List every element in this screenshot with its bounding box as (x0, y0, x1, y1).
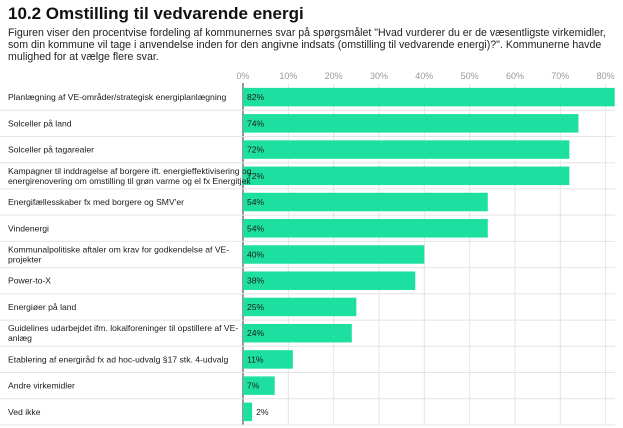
tick-label: 60% (506, 71, 524, 81)
category-label: Energifællesskaber fx med borgere og SMV… (8, 197, 184, 207)
category-label: Etablering af energiråd fx ad hoc-udvalg… (8, 354, 228, 364)
tick-label: 40% (415, 71, 433, 81)
category-label: anlæg (8, 333, 32, 343)
bar (243, 323, 352, 343)
category-label: Guidelines udarbejdet ifm. lokalforening… (8, 323, 238, 333)
tick-label: 70% (551, 71, 569, 81)
category-label: Vindenergi (8, 223, 49, 233)
bar (243, 166, 570, 186)
value-label: 25% (247, 302, 265, 312)
category-label: projekter (8, 254, 42, 264)
bar (243, 271, 416, 290)
tick-label: 50% (461, 71, 479, 81)
value-label: 38% (247, 276, 265, 286)
category-label: Andre virkemidler (8, 381, 75, 391)
tick-label: 30% (370, 71, 388, 81)
bar (243, 350, 293, 369)
bar (243, 87, 615, 107)
bar (243, 192, 488, 212)
category-label: Energiøer på land (8, 302, 77, 312)
category-label: Planlægning af VE-områder/strategisk ene… (8, 92, 227, 102)
chart-subtitle: Figuren viser den procentvise fordeling … (8, 27, 606, 63)
bars (243, 87, 615, 422)
bar (243, 114, 579, 133)
x-axis-ticks: 0% 10% 20% 30% 40% 50% 60% 70% 80% (236, 71, 614, 81)
category-label: Kampagner til inddragelse af borgere ift… (8, 166, 252, 176)
bar (243, 297, 357, 317)
value-label: 74% (247, 118, 265, 128)
category-rows (0, 109, 615, 426)
tick-label: 20% (325, 71, 343, 81)
value-label: 72% (247, 145, 265, 155)
page-title: 10.2 Omstilling til vedvarende energi (8, 4, 304, 23)
value-label: 54% (247, 197, 265, 207)
category-label: Solceller på tagarealer (8, 145, 94, 155)
bar (243, 402, 253, 422)
category-label: Solceller på land (8, 118, 72, 128)
tick-label: 0% (236, 71, 249, 81)
tick-label: 80% (597, 71, 615, 81)
value-label: 54% (247, 223, 265, 233)
tick-label: 10% (279, 71, 297, 81)
category-label: energirenovering om omstilling til grøn … (8, 176, 251, 186)
labels: 82% Planlægning af VE-områder/strategisk … (8, 92, 269, 417)
category-label: Power-to-X (8, 276, 51, 286)
value-label: 7% (247, 381, 260, 391)
category-label: Ved ikke (8, 407, 41, 417)
bar (243, 376, 275, 395)
bar (243, 140, 570, 159)
value-label: 2% (256, 407, 269, 417)
value-label: 82% (247, 92, 265, 102)
category-label: Kommunalpolitiske aftaler om krav for go… (8, 244, 229, 254)
bar (243, 245, 425, 264)
value-label: 11% (247, 354, 264, 364)
value-label: 24% (247, 328, 265, 338)
bar (243, 219, 488, 238)
value-label: 72% (247, 171, 265, 181)
value-label: 40% (247, 249, 265, 259)
